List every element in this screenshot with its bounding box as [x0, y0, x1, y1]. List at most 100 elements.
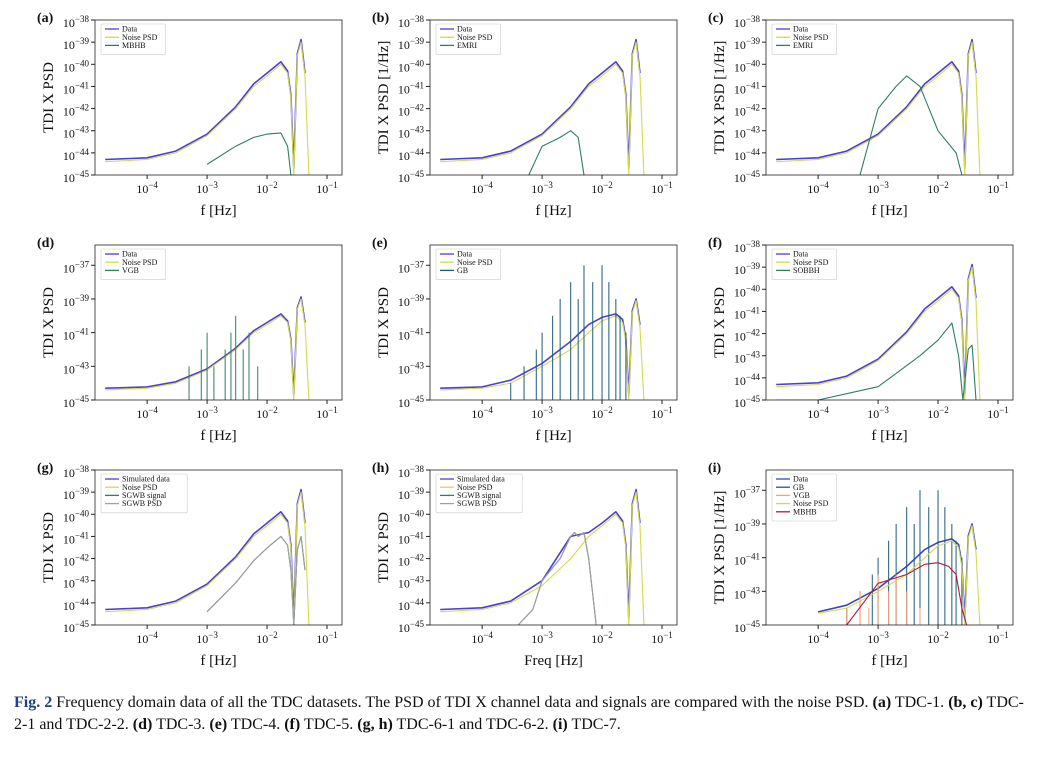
y-tick-label: 10−42: [63, 553, 89, 569]
caption-text: TDC-5.: [300, 716, 358, 733]
x-tick-label: 10−3: [867, 405, 889, 421]
series-line: [206, 535, 306, 625]
axes-frame: [765, 244, 1014, 401]
series-line: [517, 531, 597, 625]
legend-label: GB: [793, 483, 804, 492]
y-axis-label: TDI X PSD: [41, 62, 57, 133]
y-axis-label: TDI X PSD [1/Hz]: [376, 41, 392, 155]
legend-label: GB: [457, 266, 468, 275]
series-line: [440, 38, 641, 170]
panel: 10−4 10−3 10−2 10−1 10−45 10−43 10−41 10−39 10−3…: [708, 461, 1014, 669]
y-tick-label: 10−39: [734, 36, 761, 52]
legend-label: Noise PSD: [122, 33, 158, 42]
legend-label: Noise PSD: [457, 483, 493, 492]
x-tick-label: 10−1: [651, 405, 673, 421]
legend-label: EMRI: [793, 41, 813, 50]
y-tick-label: 10−40: [398, 58, 425, 74]
legend-label: VGB: [793, 491, 810, 500]
panel-label: (f): [708, 236, 722, 251]
y-tick-label: 10−45: [398, 169, 425, 185]
series-line: [776, 41, 981, 175]
x-tick-label: 10−1: [651, 180, 673, 196]
axes-frame: [94, 244, 343, 401]
y-tick-label: 10−39: [63, 36, 90, 52]
legend-label: MBHB: [122, 41, 146, 50]
legend-label: SGWB signal: [122, 491, 167, 500]
x-tick-label: 10−1: [987, 180, 1009, 196]
y-tick-label: 10−40: [734, 283, 761, 299]
x-tick-label: 10−1: [987, 405, 1009, 421]
x-axis-label: f [Hz]: [871, 428, 907, 444]
x-tick-label: 10−4: [807, 630, 829, 646]
series-line: [859, 75, 963, 175]
x-tick-label: 10−3: [531, 405, 553, 421]
y-tick-label: 10−42: [734, 328, 760, 344]
y-tick-label: 10−45: [398, 619, 425, 635]
panel-label: (d): [37, 236, 54, 251]
caption-bold: (i): [552, 716, 568, 733]
axes-frame: [429, 19, 678, 176]
x-tick-label: 10−3: [196, 180, 218, 196]
y-tick-label: 10−45: [63, 619, 90, 635]
x-tick-label: 10−2: [927, 180, 949, 196]
caption-bold: Fig. 2: [14, 694, 53, 711]
y-tick-label: 10−45: [63, 169, 90, 185]
legend-box: [771, 248, 837, 280]
panel-label: (b): [372, 11, 389, 26]
series-line: [105, 491, 310, 625]
series-line: [440, 41, 645, 175]
y-tick-label: 10−42: [398, 103, 424, 119]
plot-area: [105, 488, 310, 625]
y-tick-label: 10−39: [63, 293, 90, 309]
legend-label: Simulated data: [122, 475, 170, 484]
y-tick-label: 10−41: [734, 552, 760, 568]
series-line: [818, 525, 981, 625]
x-tick-label: 10−3: [867, 180, 889, 196]
legend-label: MBHB: [793, 507, 817, 516]
y-tick-label: 10−43: [63, 125, 90, 141]
plot-area: [440, 38, 645, 175]
caption-bold: (g, h): [357, 716, 393, 733]
panel-label: (g): [37, 461, 54, 476]
legend-box: [435, 23, 501, 55]
legend-label: Noise PSD: [122, 258, 158, 267]
y-tick-label: 10−43: [63, 360, 90, 376]
x-axis-label: f [Hz]: [871, 203, 907, 219]
y-axis-label: TDI X PSD: [376, 512, 392, 583]
legend-label: Noise PSD: [457, 258, 493, 267]
x-tick-label: 10−3: [196, 405, 218, 421]
y-tick-label: 10−41: [734, 305, 760, 321]
x-tick-label: 10−2: [591, 180, 613, 196]
y-tick-label: 10−40: [734, 58, 761, 74]
legend-label: Data: [793, 475, 809, 484]
series-line: [517, 531, 597, 625]
x-axis-label: f [Hz]: [200, 653, 236, 669]
series-line: [105, 298, 310, 400]
y-tick-label: 10−45: [398, 394, 425, 410]
series-line: [776, 38, 977, 170]
y-tick-label: 10−39: [734, 261, 761, 277]
y-axis-label: TDI X PSD: [376, 287, 392, 358]
legend-label: Noise PSD: [457, 33, 493, 42]
x-tick-label: 10−1: [316, 630, 338, 646]
plot-area: [817, 490, 981, 625]
y-tick-label: 10−44: [63, 597, 90, 613]
y-tick-label: 10−45: [734, 394, 761, 410]
x-tick-label: 10−3: [196, 630, 218, 646]
legend-box: [771, 23, 837, 55]
x-tick-label: 10−4: [471, 180, 493, 196]
series-line: [776, 322, 977, 400]
series-line: [440, 298, 641, 396]
caption-text: TDC-7.: [567, 716, 621, 733]
plot-area: [776, 263, 981, 400]
legend-label: Data: [122, 250, 138, 259]
panel-label: (h): [372, 461, 389, 476]
y-tick-label: 10−45: [63, 394, 90, 410]
y-tick-label: 10−43: [734, 585, 761, 601]
y-tick-label: 10−41: [398, 327, 424, 343]
x-tick-label: 10−4: [807, 405, 829, 421]
